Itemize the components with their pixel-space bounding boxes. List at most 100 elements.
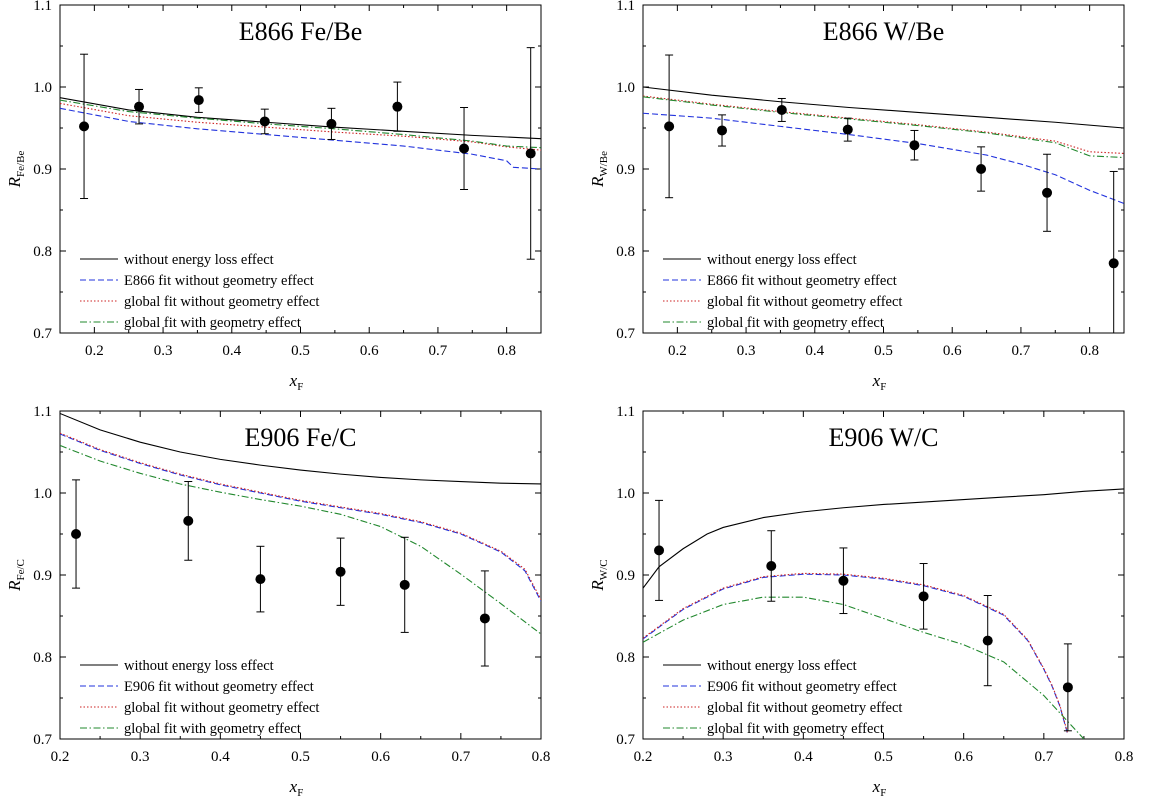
x-tick-label: 0.4 (805, 343, 824, 359)
y-tick-label: 0.9 (33, 568, 52, 584)
legend-label: global fit with geometry effect (707, 315, 884, 331)
series-line-1 (643, 86, 1124, 129)
x-tick-label: 0.8 (497, 343, 516, 359)
x-tick-label: 0.5 (291, 749, 310, 765)
data-point (255, 574, 266, 585)
y-tick-label: 1.1 (33, 0, 52, 14)
data-point (982, 635, 993, 646)
data-point (399, 579, 410, 590)
chart-title: E906 Fe/C (245, 423, 357, 452)
chart-title: E866 Fe/Be (239, 17, 363, 46)
series-line-4 (643, 596, 1085, 739)
legend: without energy loss effect E906 fit witho… (663, 658, 902, 737)
x-tick-label: 0.8 (1080, 343, 1099, 359)
legend-label: global fit without geometry effect (707, 294, 902, 310)
chart-panel-4: 0.2 0.3 0.4 0.5 0.6 0.7 0.8 0.7 0.8 0.9 1.0 1.1 xF RW… (588, 404, 1133, 799)
legend-label: without energy loss effect (707, 658, 857, 674)
series-line-3 (60, 432, 541, 600)
x-tick-label: 0.6 (360, 343, 379, 359)
series-line-1 (643, 488, 1124, 589)
data-point (525, 148, 536, 159)
y-tick-label: 0.8 (33, 244, 52, 260)
x-axis-label: xF (289, 371, 304, 393)
data-point (909, 140, 920, 151)
y-tick-label: 1.0 (33, 486, 52, 502)
y-axis-label-subscript: Fe/C (15, 559, 27, 580)
legend: without energy loss effect E906 fit witho… (80, 658, 319, 737)
legend-label: without energy loss effect (124, 252, 274, 268)
y-tick-label: 0.7 (33, 732, 52, 748)
data-point (776, 104, 787, 115)
legend-label: global fit without geometry effect (707, 700, 902, 716)
y-axis-label: RW/C (588, 559, 610, 591)
y-tick-label: 1.1 (616, 404, 635, 420)
x-tick-label: 0.2 (51, 749, 70, 765)
data-point (193, 95, 204, 106)
x-tick-label: 0.6 (943, 343, 962, 359)
series-line-3 (643, 95, 1124, 154)
legend-label: without energy loss effect (707, 252, 857, 268)
series-line-1 (60, 412, 541, 485)
y-tick-label: 0.7 (33, 326, 52, 342)
y-axis-label: RFe/Be (5, 151, 27, 189)
data-point (71, 529, 82, 539)
legend-label: E866 fit without geometry effect (707, 273, 897, 289)
x-tick-label: 0.8 (532, 749, 551, 765)
legend-label: E906 fit without geometry effect (124, 679, 314, 695)
x-tick-label: 0.7 (451, 749, 470, 765)
x-tick-label: 0.5 (291, 343, 310, 359)
data-point (842, 124, 853, 135)
legend-label: global fit without geometry effect (124, 700, 319, 716)
y-tick-label: 0.8 (616, 244, 635, 260)
data-point (838, 575, 849, 586)
x-tick-label: 0.4 (211, 749, 230, 765)
series-line-1 (60, 97, 541, 140)
y-tick-label: 0.7 (616, 732, 635, 748)
x-tick-label: 0.4 (794, 749, 813, 765)
x-axis-label-subscript: F (297, 381, 303, 393)
series-line-4 (60, 444, 541, 635)
legend-label: global fit without geometry effect (124, 294, 319, 310)
chart-title: E906 W/C (828, 423, 938, 452)
chart-panel-3: 0.2 0.3 0.4 0.5 0.6 0.7 0.8 0.7 0.8 0.9 1.0 1.1 xF RF… (5, 404, 550, 799)
y-tick-label: 0.7 (616, 326, 635, 342)
legend: without energy loss effect E866 fit witho… (663, 252, 902, 331)
x-axis-label: xF (289, 777, 304, 799)
y-tick-label: 0.8 (616, 650, 635, 666)
data-point (976, 164, 987, 174)
y-tick-label: 0.9 (616, 568, 635, 584)
y-tick-label: 1.0 (33, 80, 52, 96)
x-tick-label: 0.3 (714, 749, 733, 765)
series-line-4 (60, 99, 541, 149)
data-point (183, 515, 194, 526)
y-tick-label: 0.9 (616, 162, 635, 178)
x-tick-label: 0.7 (429, 343, 448, 359)
data-point (1042, 187, 1053, 198)
x-tick-label: 0.2 (634, 749, 653, 765)
x-tick-label: 0.2 (85, 343, 104, 359)
series-line-2 (60, 107, 541, 170)
y-axis-label-subscript: W/Be (598, 151, 610, 177)
data-point (1062, 682, 1073, 693)
legend-label: global fit with geometry effect (124, 315, 301, 331)
series-line-4 (643, 96, 1124, 159)
x-tick-label: 0.5 (874, 343, 893, 359)
x-tick-label: 0.6 (371, 749, 390, 765)
series-line-2 (60, 433, 541, 602)
x-tick-label: 0.3 (737, 343, 756, 359)
legend-label: global fit with geometry effect (707, 721, 884, 737)
x-tick-label: 0.5 (874, 749, 893, 765)
x-tick-label: 0.7 (1034, 749, 1053, 765)
x-tick-label: 0.8 (1115, 749, 1134, 765)
data-point (479, 613, 490, 624)
data-point (918, 591, 929, 602)
data-point (664, 121, 675, 132)
legend-label: E906 fit without geometry effect (707, 679, 897, 695)
y-tick-label: 0.8 (33, 650, 52, 666)
legend: without energy loss effect E866 fit witho… (80, 252, 319, 331)
x-axis-label-subscript: F (297, 787, 303, 799)
series-line-3 (60, 102, 541, 151)
data-point (134, 101, 145, 112)
chart-panel-2: 0.2 0.3 0.4 0.5 0.6 0.7 0.8 0.7 0.8 0.9 1.0 1.1 xF RW… (588, 0, 1125, 393)
